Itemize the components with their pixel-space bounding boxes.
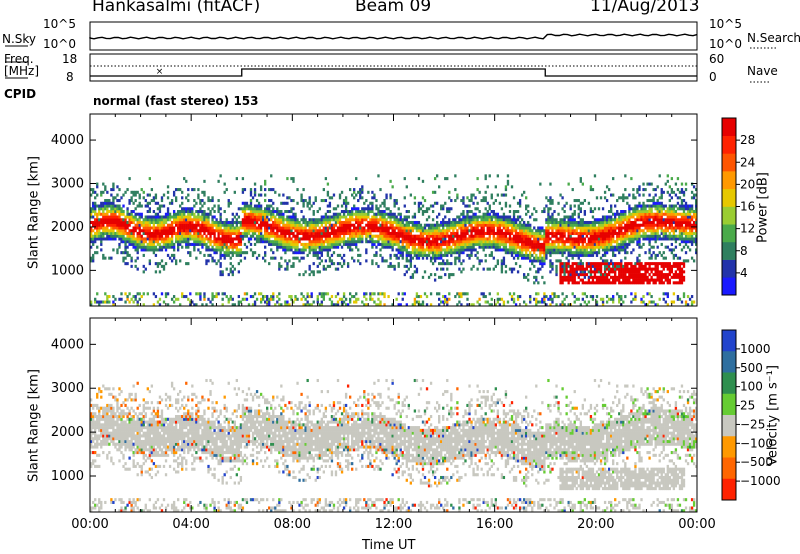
colorbar-tick-label: 500 (740, 361, 763, 375)
colorbar-tick-label: −25 (740, 417, 765, 431)
x-tick-label: 08:00 (274, 517, 311, 532)
velocity-colorbar-segment (722, 436, 736, 458)
nave-label: Nave (747, 64, 778, 78)
x-tick-label: 20:00 (577, 517, 614, 532)
date-title: 11/Aug/2013 (590, 0, 700, 16)
freq-tick-bottom: 8 (66, 70, 74, 84)
y-tick-label: 2000 (51, 425, 84, 440)
nsky-label: N.Sky (2, 32, 37, 46)
colorbar-tick-label: −1000 (740, 474, 781, 488)
nsearch-tick-top: 10^5 (709, 17, 742, 31)
cpid-value: normal (fast stereo) 153 (93, 94, 259, 108)
power-ylabel: Slant Range [km] (26, 156, 42, 269)
power-colorbar-segment (722, 206, 736, 225)
power-heatmap-cells (90, 174, 698, 307)
cpid-label: CPID (4, 87, 37, 101)
power-colorbar-segment (722, 241, 736, 260)
x-tick-label: 16:00 (476, 517, 513, 532)
beam-title: Beam 09 (355, 0, 432, 16)
freq-unit: [MHz] (4, 64, 40, 78)
colorbar-tick-label: 12 (740, 222, 755, 236)
freq-panel-frame (89, 53, 698, 82)
nsky-panel-frame (89, 21, 698, 51)
colorbar-tick-label: 20 (740, 177, 755, 191)
nsky-tick-bottom: 10^0 (43, 37, 76, 51)
velocity-colorbar-segment (722, 351, 736, 373)
velocity-colorbar-segment (722, 330, 736, 352)
nave-tick-top: 60 (709, 52, 725, 66)
velocity-colorbar-label: Velocity [m s⁻¹] (765, 365, 781, 466)
velocity-colorbar-segment (722, 478, 736, 501)
y-tick-label: 2000 (51, 220, 84, 235)
y-tick-label: 4000 (51, 133, 84, 148)
power-colorbar-segment (722, 224, 736, 243)
freq-line (90, 68, 697, 77)
y-tick-label: 3000 (51, 177, 84, 192)
velocity-colorbar-frame (721, 329, 737, 501)
nsearch-label: N.Search (747, 31, 800, 45)
y-tick-label: 3000 (51, 381, 84, 396)
nsky-tick-top: 10^5 (43, 17, 76, 31)
y-tick-label: 1000 (51, 263, 84, 278)
freq-tick-top: 18 (62, 52, 78, 66)
power-colorbar-segment (722, 259, 736, 278)
velocity-colorbar-segment (722, 393, 736, 416)
station-title: Hankasalmi (fitACF) (92, 0, 261, 16)
power-colorbar-label: Power [dB] (755, 172, 771, 243)
power-colorbar-segment (722, 277, 736, 296)
x-tick-label: 00:00 (71, 517, 108, 532)
nsky-line (89, 33, 698, 40)
colorbar-tick-label: 100 (740, 380, 763, 394)
colorbar-tick-label: 24 (740, 155, 755, 169)
y-tick-label: 1000 (51, 469, 84, 484)
freq-mark: × (156, 67, 164, 77)
power-colorbar-segment (722, 171, 736, 190)
velocity-colorbar-segment (722, 457, 736, 480)
colorbar-tick-label: 1000 (740, 342, 771, 356)
nsearch-tick-bottom: 10^0 (709, 37, 742, 51)
x-axis-label: Time UT (362, 538, 416, 553)
colorbar-tick-label: −100 (740, 436, 773, 450)
colorbar-tick-label: 4 (740, 266, 748, 280)
colorbar-tick-label: 28 (740, 133, 755, 147)
colorbar-tick-label: 25 (740, 399, 755, 413)
colorbar-tick-label: 16 (740, 200, 755, 214)
colorbar-tick-label: 8 (740, 244, 748, 258)
power-colorbar-segment (722, 135, 736, 154)
power-colorbar-segment (722, 188, 736, 207)
velocity-heatmap-cells (90, 378, 698, 513)
velocity-colorbar-segment (722, 415, 736, 437)
velocity-ylabel: Slant Range [km] (26, 369, 42, 482)
colorbar-tick-label: −500 (740, 455, 773, 469)
x-tick-label: 12:00 (375, 517, 412, 532)
x-tick-label: 00:00 (678, 517, 715, 532)
power-colorbar-segment (722, 118, 736, 136)
power-colorbar-segment (722, 153, 736, 172)
y-tick-label: 4000 (51, 337, 84, 352)
velocity-colorbar-segment (722, 372, 736, 395)
nave-tick-bottom: 0 (709, 70, 717, 84)
x-tick-label: 04:00 (172, 517, 209, 532)
